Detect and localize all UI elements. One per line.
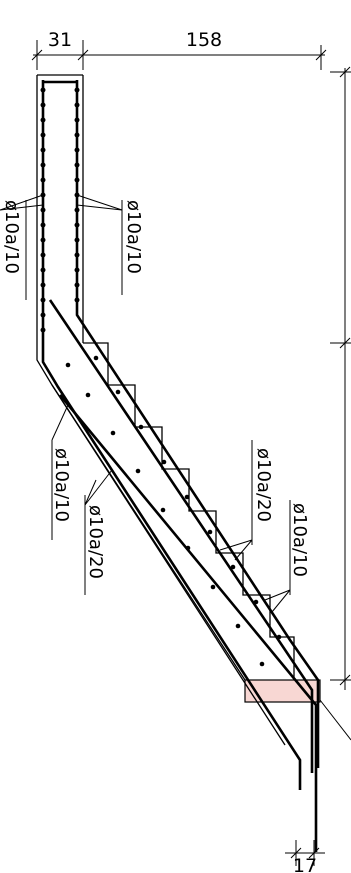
label-wall-right: ø10a/10 [123, 200, 144, 274]
dim-top-span: 158 [186, 29, 222, 51]
support-leader-line [319, 699, 351, 741]
label-slab-bottom: ø10a/10 [51, 448, 72, 522]
bottom-dimension [285, 840, 325, 866]
leader-lines [0, 194, 291, 613]
label-slab-top: ø10a/20 [85, 505, 106, 579]
distribution-bar-dots [40, 87, 282, 667]
concrete-outline [36, 74, 295, 746]
label-steps-top: ø10a/20 [253, 448, 274, 522]
rebar [41, 80, 320, 852]
dim-bottom: 17 [293, 855, 317, 873]
right-dimension [330, 66, 351, 690]
label-wall-left: ø10a/10 [1, 200, 22, 274]
label-steps-right: ø10a/10 [289, 503, 310, 577]
top-dimension [31, 40, 327, 70]
dim-top-wall: 31 [48, 29, 72, 51]
